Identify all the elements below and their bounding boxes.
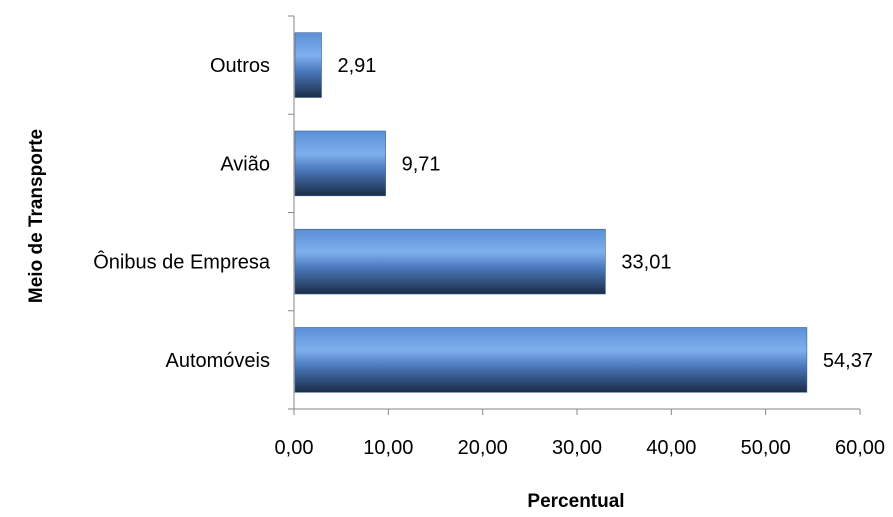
data-label-2: 33,01 [621,252,671,274]
x-axis-title: Percentual [527,491,624,512]
bar-2 [294,228,606,295]
x-tick-label-5: 40,00 [646,437,696,459]
bar-4 [294,32,322,98]
category-label-1: Automóveis [166,350,271,372]
plot-area: 54,37 Automóveis 33,01 Ônibus de Empresa 9,7… [93,15,885,459]
y-axis-title: Meio de Transporte [26,129,47,303]
x-tick-label-2: 10,00 [363,437,413,459]
x-tick-label-7: 60,00 [835,437,885,459]
x-tick-label-3: 20,00 [458,437,508,459]
data-label-1: 54,37 [823,350,873,372]
bar-1 [294,327,808,393]
x-tick-label-4: 30,00 [552,437,602,459]
category-label-4: Outros [210,55,270,77]
category-label-2: Ônibus de Empresa [93,251,271,274]
x-tick-label-6: 50,00 [741,437,791,459]
data-label-3: 9,71 [402,153,441,175]
x-tick-label-1: 0,00 [275,437,314,459]
bar-3 [294,130,386,197]
data-label-4: 2,91 [338,55,377,77]
category-label-3: Avião [220,153,270,175]
